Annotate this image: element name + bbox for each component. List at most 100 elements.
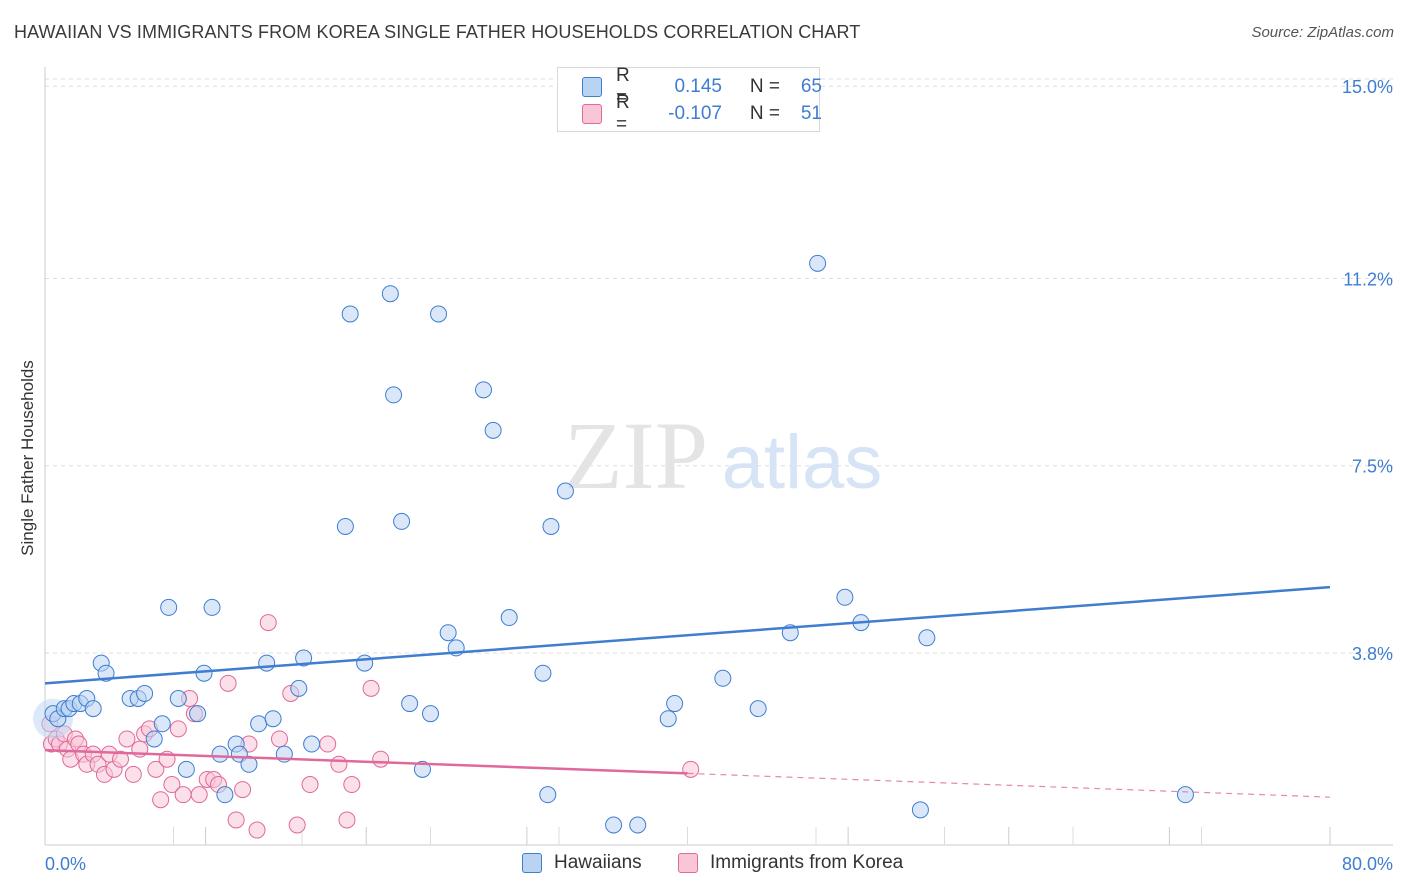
legend-n-label: N = [749, 103, 780, 124]
hawaiian-point [542, 517, 560, 535]
hawaiian-point [539, 786, 557, 804]
korea-point [147, 760, 165, 778]
hawaiian-point [534, 664, 552, 682]
hawaiian-point [203, 598, 221, 616]
legend-r-label: R = [616, 65, 630, 108]
korea-point [234, 781, 252, 799]
axes [44, 67, 1393, 846]
hawaiian-point [153, 715, 171, 733]
legend-item-korea: Immigrants from Korea [678, 852, 903, 874]
korea-point [682, 760, 700, 778]
hawaiian-point [381, 285, 399, 303]
korea-point [259, 614, 277, 632]
blue-swatch [522, 853, 542, 873]
korea-points [41, 614, 700, 839]
hawaiian-point [136, 684, 154, 702]
hawaiian-point [177, 760, 195, 778]
x-tick-label-min: 0.0% [45, 854, 86, 874]
hawaiian-point [385, 386, 403, 404]
hawaiian-point [556, 482, 574, 500]
hawaiian-point [145, 730, 163, 748]
hawaiian-point [393, 512, 411, 530]
hawaiian-point [356, 654, 374, 672]
trend-lines [44, 585, 1331, 798]
hawaiian-point [918, 629, 936, 647]
korea-point [227, 811, 245, 829]
korea-point [338, 811, 356, 829]
legend-r-value: -0.107 [668, 103, 722, 124]
hawaiian-point [290, 679, 308, 697]
hawaiian-point [258, 654, 276, 672]
hawaiian-point [484, 421, 502, 439]
hawaiian-point [189, 705, 207, 723]
hawaiian-point [303, 735, 321, 753]
hawaiian-point [714, 669, 732, 687]
korea-point [330, 755, 348, 773]
korea-point [118, 730, 136, 748]
korea-point [301, 776, 319, 794]
hawaiian-point [439, 624, 457, 642]
korea-point [271, 730, 289, 748]
legend-row-hawaiians: R = 0.145 N = 65 [582, 65, 822, 108]
korea-point [248, 821, 266, 839]
legend-item-hawaiians: Hawaiians [522, 852, 642, 874]
legend-r-label: R = [616, 92, 630, 135]
watermark-atlas: atlas [722, 420, 883, 505]
korea-trend-extension [687, 772, 1331, 798]
korea-point [163, 776, 181, 794]
hawaiian-point [836, 588, 854, 606]
legend-n-value: 51 [800, 103, 822, 124]
hawaiian-point [84, 700, 102, 718]
korea-point [174, 786, 192, 804]
hawaiian-point [295, 649, 313, 667]
watermark: ZIP atlas [564, 402, 882, 509]
y-tick-label: 7.5% [1352, 457, 1393, 477]
korea-point [111, 750, 129, 768]
hawaiian-point [809, 254, 827, 272]
tick-labels: 3.8% 7.5% 11.2% 15.0% 0.0% 80.0% [45, 77, 1393, 874]
hawaiian-points [33, 254, 1194, 834]
korea-point [190, 786, 208, 804]
hawaiian-point [160, 598, 178, 616]
source-credit: Source: ZipAtlas.com [1251, 24, 1394, 41]
korea-point [288, 816, 306, 834]
chart-title: HAWAIIAN VS IMMIGRANTS FROM KOREA SINGLE… [14, 22, 861, 42]
hawaiian-point [430, 305, 448, 323]
correlation-legend: R = 0.145 N = 65 R = -0.107 N = 51 [557, 65, 822, 135]
legend-row-korea: R = -0.107 N = 51 [582, 92, 822, 135]
gridlines [45, 78, 1393, 654]
y-tick-label: 11.2% [1343, 270, 1393, 290]
series-legend: Hawaiians Immigrants from Korea [0, 852, 1406, 876]
hawaiian-point [169, 690, 187, 707]
hawaiian-point [401, 695, 419, 713]
pink-swatch [582, 104, 602, 124]
hawaiian-point [629, 816, 647, 834]
hawaiian-point [666, 695, 684, 713]
hawaiian-point [216, 786, 234, 804]
hawaiian-point [211, 745, 229, 763]
korea-point [319, 735, 337, 753]
korea-point [152, 791, 170, 809]
hawaiian-point [605, 816, 623, 834]
legend-r-value: 0.145 [674, 76, 722, 97]
korea-point [219, 674, 237, 692]
hawaiian-point [250, 715, 268, 733]
hawaiian-point [659, 710, 677, 728]
blue-swatch [582, 77, 602, 97]
hawaiian-point [336, 517, 354, 535]
hawaiian-point [911, 801, 929, 819]
hawaiian-point [264, 710, 282, 728]
hawaiian-point [1176, 786, 1194, 804]
hawaiian-point [341, 305, 359, 323]
hawaiian-point [475, 381, 493, 399]
hawaiian-point [422, 705, 439, 723]
x-tick-label-max: 80.0% [1342, 854, 1393, 874]
legend-label-hawaiians: Hawaiians [554, 852, 642, 873]
hawaiian-point [195, 664, 213, 682]
korea-trend-line [44, 748, 688, 775]
y-tick-label: 3.8% [1352, 644, 1393, 664]
watermark-zip: ZIP [564, 402, 708, 509]
pink-swatch [678, 853, 698, 873]
korea-point [169, 720, 187, 738]
korea-point [372, 750, 390, 768]
